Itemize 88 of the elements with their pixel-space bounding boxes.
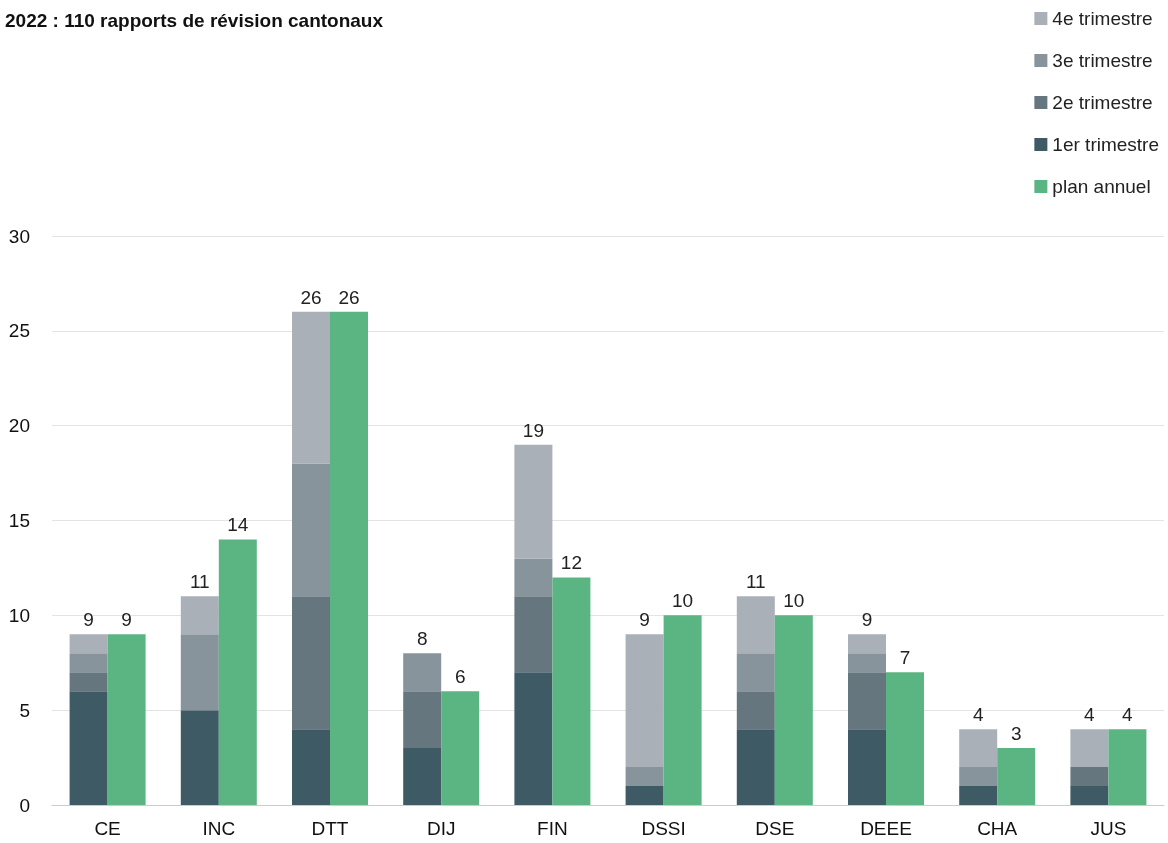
bar [736,653,775,692]
bar [180,710,219,805]
bar [69,653,108,673]
bar [736,729,775,805]
annotation: 19 [522,419,544,441]
bar [403,748,442,805]
bar [552,577,591,805]
x-tick-label: JUS [1090,818,1127,839]
legend-label: 1er trimestre [1052,134,1160,155]
y-tick-label: 30 [8,225,30,247]
data-label: 10 [783,590,805,612]
bar [1070,786,1109,805]
data-label: 26 [338,286,360,308]
bar [292,729,330,805]
x-tick-label: DIJ [426,818,456,839]
bar [403,653,442,692]
y-tick-label: 0 [19,794,30,816]
x-tick-label: DTT [311,818,349,839]
bar [997,748,1036,805]
bar [69,634,108,654]
bar [292,311,330,464]
y-tick-label: 20 [8,415,30,437]
annotation: 11 [745,571,766,593]
annotation: 26 [300,286,322,308]
legend-label: 3e trimestre [1052,50,1153,71]
bar [625,786,664,805]
bar [107,634,146,805]
bar [625,767,664,787]
x-tick-label: CE [94,818,121,839]
bar [514,558,553,597]
bar [403,691,442,749]
data-label: 10 [672,590,694,612]
y-tick-label: 15 [8,510,30,531]
bar [1108,729,1147,805]
bar [959,767,998,787]
y-tick-label: 5 [19,699,30,721]
bar [1070,767,1109,787]
bar [69,672,108,692]
annotation: 4 [1084,704,1096,726]
x-tick-label: INC [202,818,236,839]
bar [514,672,553,805]
data-label: 7 [899,647,911,669]
bar [886,672,924,805]
bar [292,596,330,730]
x-tick-label: FIN [537,818,568,839]
bar [1070,729,1109,768]
data-label: 9 [121,609,132,631]
y-tick-label: 10 [8,604,30,626]
x-tick-label: DSE [755,818,795,839]
bar [848,653,886,673]
annotation: 4 [972,704,984,726]
data-label: 14 [227,514,249,536]
bar [330,311,368,805]
bar [959,786,998,805]
bar [514,596,553,673]
annotation: 9 [639,609,650,631]
bar [441,691,480,805]
bar [180,634,219,711]
data-label: 6 [454,666,466,688]
bar [848,672,886,730]
legend-label: 4e trimestre [1052,8,1153,29]
bar [736,596,775,654]
bar [514,444,553,559]
bar [180,596,219,635]
y-tick-label: 25 [8,320,30,342]
bar [625,634,664,768]
bar [736,691,775,730]
bar [218,539,257,805]
x-tick-label: DSSI [641,818,686,839]
bar [69,691,108,805]
annotation: 9 [861,609,873,631]
x-tick-label: DEEE [860,818,912,839]
legend-label: plan annuel [1052,176,1151,197]
annotation: 9 [83,609,94,631]
annotation: 11 [189,571,210,593]
bar [848,634,886,654]
legend-label: 2e trimestre [1052,92,1153,113]
data-label: 3 [1010,723,1022,745]
bar [848,729,886,805]
bar [774,615,813,805]
bar [292,463,330,597]
chart-title: 2022 : 110 rapports de révision cantonaux [5,10,384,31]
bar [663,615,702,805]
annotation: 8 [416,628,428,650]
data-label: 4 [1122,704,1134,726]
bar [959,729,998,768]
data-label: 12 [560,552,582,574]
x-tick-label: CHA [977,818,1018,839]
